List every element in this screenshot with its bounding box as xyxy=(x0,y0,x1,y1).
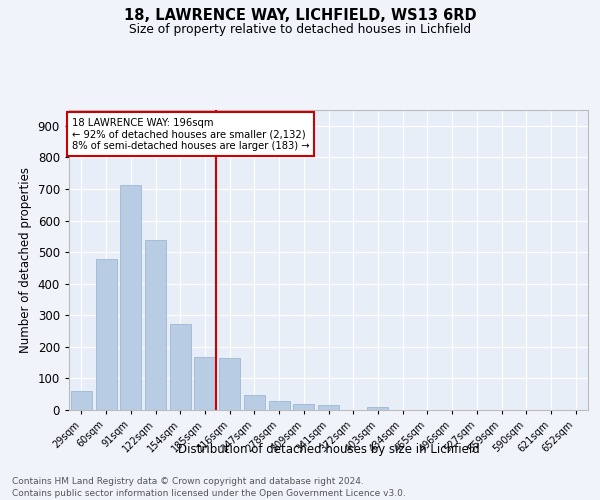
Y-axis label: Number of detached properties: Number of detached properties xyxy=(19,167,32,353)
Bar xyxy=(367,408,388,410)
Bar xyxy=(244,396,265,410)
Bar xyxy=(293,404,314,410)
Bar xyxy=(145,240,166,410)
Bar xyxy=(318,406,339,410)
Text: Distribution of detached houses by size in Lichfield: Distribution of detached houses by size … xyxy=(178,442,479,456)
Text: 18 LAWRENCE WAY: 196sqm
← 92% of detached houses are smaller (2,132)
8% of semi-: 18 LAWRENCE WAY: 196sqm ← 92% of detache… xyxy=(71,118,309,150)
Bar xyxy=(170,324,191,410)
Bar xyxy=(219,358,240,410)
Text: Contains public sector information licensed under the Open Government Licence v3: Contains public sector information licen… xyxy=(12,489,406,498)
Text: Contains HM Land Registry data © Crown copyright and database right 2024.: Contains HM Land Registry data © Crown c… xyxy=(12,478,364,486)
Bar xyxy=(269,400,290,410)
Bar xyxy=(120,185,141,410)
Text: Size of property relative to detached houses in Lichfield: Size of property relative to detached ho… xyxy=(129,22,471,36)
Bar xyxy=(194,357,215,410)
Text: 18, LAWRENCE WAY, LICHFIELD, WS13 6RD: 18, LAWRENCE WAY, LICHFIELD, WS13 6RD xyxy=(124,8,476,22)
Bar xyxy=(71,391,92,410)
Bar xyxy=(95,259,116,410)
